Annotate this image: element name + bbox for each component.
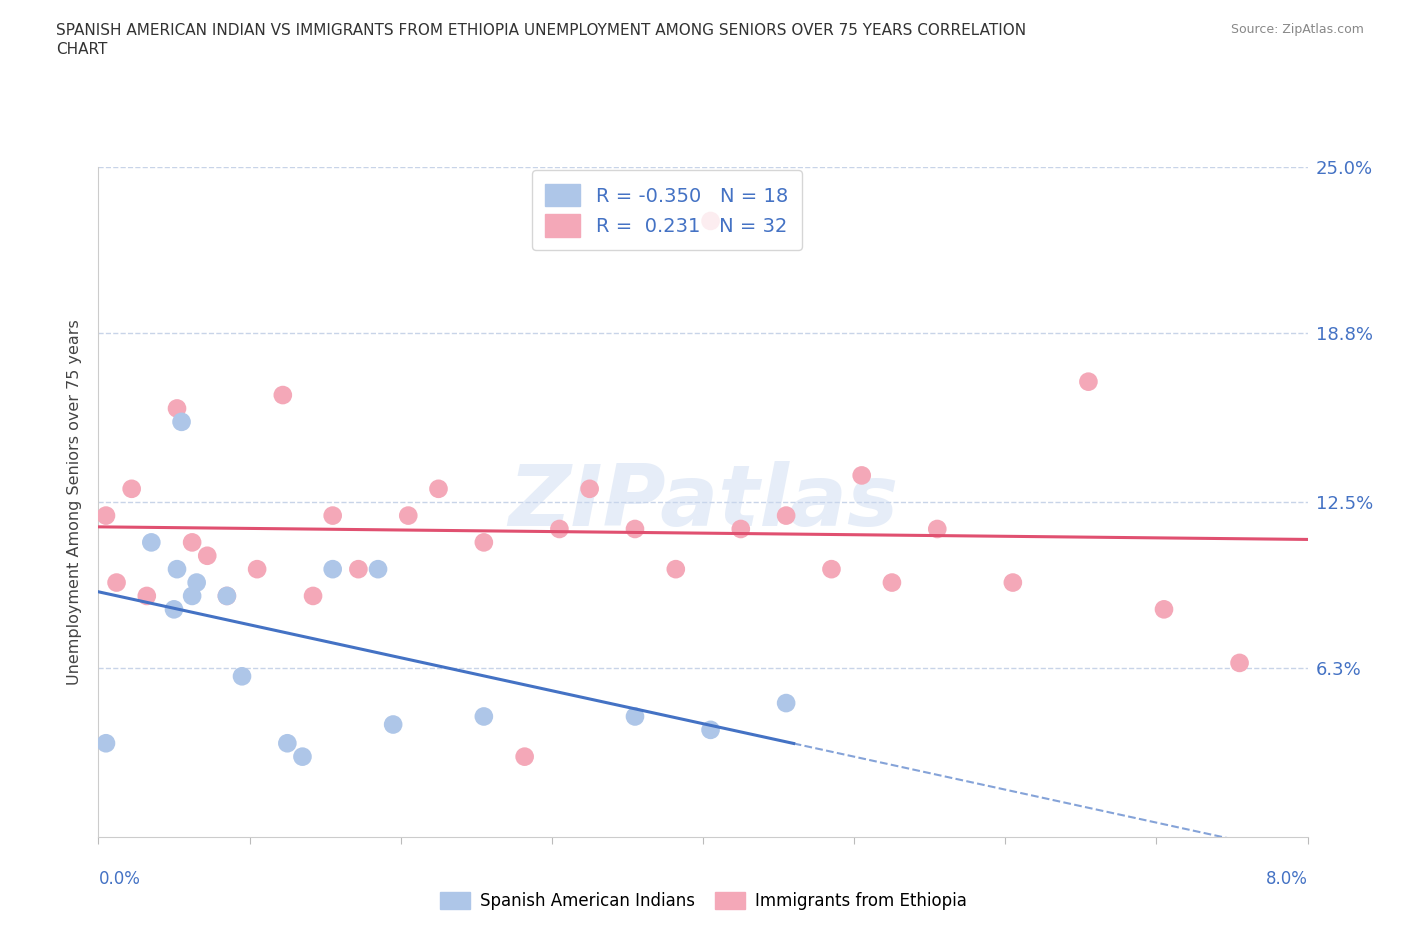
Point	[624, 522, 647, 537]
Point	[472, 709, 495, 724]
Point	[141, 535, 163, 550]
Point	[513, 750, 536, 764]
Point	[730, 522, 752, 537]
Point	[166, 562, 188, 577]
Point	[665, 562, 688, 577]
Point	[271, 388, 294, 403]
Point	[347, 562, 370, 577]
Point	[624, 709, 647, 724]
Point	[181, 535, 204, 550]
Point	[1229, 656, 1251, 671]
Point	[195, 549, 218, 564]
Point	[1153, 602, 1175, 617]
Point	[699, 723, 721, 737]
Text: SPANISH AMERICAN INDIAN VS IMMIGRANTS FROM ETHIOPIA UNEMPLOYMENT AMONG SENIORS O: SPANISH AMERICAN INDIAN VS IMMIGRANTS FR…	[56, 23, 1026, 38]
Text: CHART: CHART	[56, 42, 108, 57]
Point	[246, 562, 269, 577]
Point	[927, 522, 949, 537]
Point	[820, 562, 842, 577]
Point	[121, 482, 143, 497]
Point	[775, 508, 797, 523]
Point	[94, 508, 117, 523]
Point	[1077, 374, 1099, 389]
Text: 8.0%: 8.0%	[1265, 870, 1308, 887]
Text: Source: ZipAtlas.com: Source: ZipAtlas.com	[1230, 23, 1364, 36]
Point	[291, 750, 314, 764]
Y-axis label: Unemployment Among Seniors over 75 years: Unemployment Among Seniors over 75 years	[67, 319, 83, 685]
Point	[186, 575, 208, 590]
Point	[472, 535, 495, 550]
Legend: R = -0.350   N = 18, R =  0.231   N = 32: R = -0.350 N = 18, R = 0.231 N = 32	[531, 170, 801, 250]
Point	[396, 508, 419, 523]
Point	[170, 415, 193, 430]
Point	[276, 736, 298, 751]
Point	[231, 669, 253, 684]
Text: 0.0%: 0.0%	[98, 870, 141, 887]
Point	[578, 482, 600, 497]
Point	[105, 575, 128, 590]
Point	[851, 468, 873, 483]
Point	[215, 589, 238, 604]
Point	[135, 589, 157, 604]
Point	[166, 401, 188, 416]
Point	[322, 562, 344, 577]
Text: ZIPatlas: ZIPatlas	[508, 460, 898, 544]
Point	[880, 575, 903, 590]
Point	[322, 508, 344, 523]
Point	[215, 589, 238, 604]
Point	[382, 717, 405, 732]
Point	[775, 696, 797, 711]
Point	[94, 736, 117, 751]
Point	[181, 589, 204, 604]
Point	[1001, 575, 1024, 590]
Point	[163, 602, 186, 617]
Point	[427, 482, 450, 497]
Point	[367, 562, 389, 577]
Point	[699, 214, 721, 229]
Point	[302, 589, 325, 604]
Legend: Spanish American Indians, Immigrants from Ethiopia: Spanish American Indians, Immigrants fro…	[433, 885, 973, 917]
Point	[548, 522, 571, 537]
